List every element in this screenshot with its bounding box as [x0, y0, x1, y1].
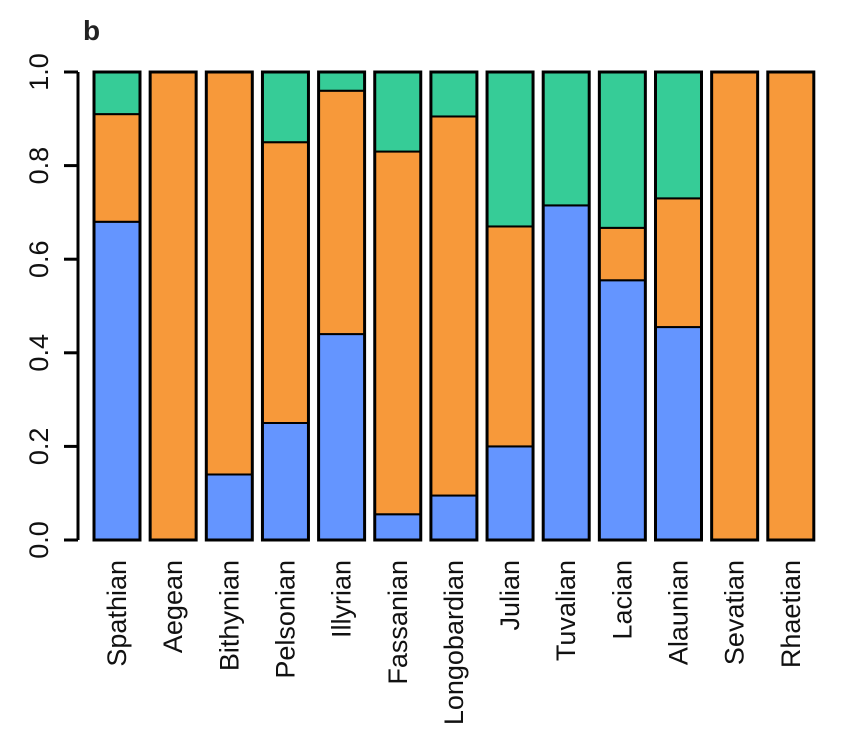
bar-segment-julian-1 — [486, 445, 535, 541]
bar-outline-longobardian — [429, 70, 479, 542]
bar-segment-aegean-2 — [149, 71, 198, 541]
bar-segment-alaunian-2 — [654, 197, 703, 329]
bar-outline-aegean — [148, 70, 198, 542]
bar-outline-bithynian — [204, 70, 254, 542]
bar-segment-longobardian-1 — [429, 494, 478, 542]
bar-segment-julian-2 — [486, 225, 535, 448]
y-axis: 0.0 0.2 0.4 0.6 0.8 1.0 — [24, 53, 80, 559]
x-category-label: Pelsonian — [270, 560, 300, 679]
bar-segment-fassanian-1 — [373, 513, 422, 542]
bar-segment-bithynian-1 — [205, 473, 254, 542]
bar-segment-fassanian-2 — [373, 150, 422, 516]
x-category-label: Sevatian — [720, 560, 750, 665]
bar-segment-alaunian-1 — [654, 326, 703, 541]
y-tick-label: 0.6 — [24, 240, 54, 278]
bar-segment-rhaetian-2 — [766, 71, 815, 541]
bar-outline-rhaetian — [766, 70, 816, 542]
bar-segment-julian-3 — [486, 71, 535, 228]
x-category-label: Spathian — [102, 560, 132, 667]
bar-segment-tuvalian-3 — [542, 71, 591, 207]
bar-segment-sevatian-2 — [710, 71, 759, 541]
y-tick-label: 0.4 — [24, 334, 54, 372]
bar-segment-lacian-2 — [598, 226, 647, 282]
bar-segment-longobardian-3 — [429, 71, 478, 118]
bar-outline-tuvalian — [541, 70, 591, 542]
y-tick-label: 1.0 — [24, 53, 54, 91]
x-category-label: Alaunian — [664, 560, 694, 665]
bar-segment-alaunian-3 — [654, 71, 703, 200]
bar-outline-lacian — [597, 70, 647, 542]
bar-segment-fassanian-3 — [373, 71, 422, 153]
bar-segment-spathian-3 — [93, 71, 141, 116]
bar-outline-fassanian — [373, 70, 423, 542]
x-axis-labels: Spathian Aegean Bithynian Pelsonian Illyrian… — [102, 560, 806, 725]
y-tick-label: 0.2 — [24, 428, 54, 466]
y-tick-label: 0.8 — [24, 147, 54, 185]
x-category-label: Lacian — [607, 560, 637, 640]
bar-segment-bithynian-2 — [205, 71, 254, 476]
x-category-label: Illyrian — [327, 560, 357, 638]
bar-segment-illyrian-3 — [317, 71, 366, 92]
bar-segment-lacian-3 — [598, 71, 647, 229]
bar-outline-alaunian — [654, 70, 703, 542]
bar-segment-tuvalian-1 — [542, 204, 591, 541]
bar-segment-spathian-2 — [93, 113, 141, 223]
x-category-label: Longobardian — [439, 560, 469, 725]
bar-outline-sevatian — [710, 70, 760, 542]
bar-segment-illyrian-2 — [317, 89, 366, 336]
bar-segment-illyrian-1 — [317, 333, 366, 541]
bar-segment-pelsonian-3 — [261, 71, 310, 144]
x-category-label: Bithynian — [214, 560, 244, 671]
bar-outline-julian — [485, 70, 535, 542]
bar-segment-spathian-1 — [93, 220, 141, 541]
x-category-label: Rhaetian — [776, 560, 806, 668]
bar-outline-pelsonian — [260, 70, 310, 542]
panel-label: b — [83, 15, 100, 46]
y-tick-label: 0.0 — [24, 521, 54, 559]
bar-segment-pelsonian-2 — [261, 141, 310, 424]
bars-group — [92, 70, 816, 542]
bar-segment-longobardian-2 — [429, 115, 478, 497]
bar-segment-pelsonian-1 — [261, 422, 310, 541]
bar-outline-spathian — [92, 70, 142, 542]
bar-outline-illyrian — [317, 70, 367, 542]
x-category-label: Fassanian — [383, 560, 413, 685]
bar-segment-lacian-1 — [598, 279, 647, 541]
x-category-label: Aegean — [158, 560, 188, 653]
x-category-label: Tuvalian — [551, 560, 581, 661]
x-category-label: Julian — [495, 560, 525, 631]
